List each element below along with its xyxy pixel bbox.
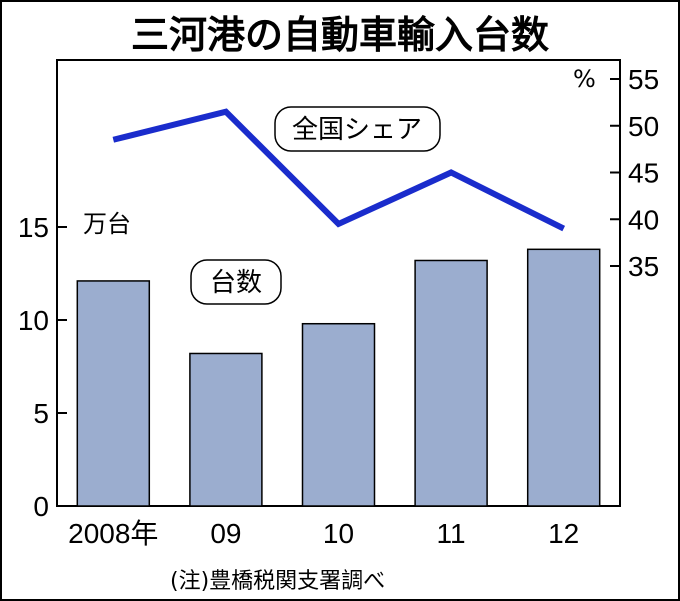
left-tick-label-1: 5 (33, 398, 49, 429)
right-tick-label-0: 35 (628, 251, 659, 282)
x-tick-label-2: 10 (323, 518, 354, 549)
right-axis-unit: % (573, 65, 596, 93)
x-tick-label-1: 09 (210, 518, 241, 549)
bar-series-label: 台数 (210, 268, 262, 298)
line-series-label: 全国シェア (292, 115, 422, 145)
right-tick-label-3: 50 (628, 111, 659, 142)
left-tick-label-3: 15 (18, 212, 49, 243)
bar-3 (414, 259, 488, 507)
x-tick-label-4: 12 (548, 518, 579, 549)
left-tick-label-2: 10 (18, 305, 49, 336)
bar-series-label-box (190, 259, 282, 305)
right-tick-label-1: 40 (628, 204, 659, 235)
source-note: (注)豊橋税関支署調べ (170, 569, 385, 594)
right-tick-label-2: 45 (628, 158, 659, 189)
x-tick-label-3: 11 (437, 518, 466, 549)
bar-2 (301, 322, 376, 507)
right-tick-label-4: 55 (628, 64, 659, 95)
chart-title: 三河港の自動車輸入台数 (131, 13, 549, 57)
left-tick-label-0: 0 (33, 491, 49, 522)
x-tick-label-0: 2008年 (68, 518, 158, 549)
bar-0 (76, 280, 151, 507)
bar-4 (526, 248, 601, 507)
bar-1 (189, 352, 263, 507)
line-series-label-box (274, 106, 441, 152)
left-axis-unit: 万台 (83, 210, 131, 238)
